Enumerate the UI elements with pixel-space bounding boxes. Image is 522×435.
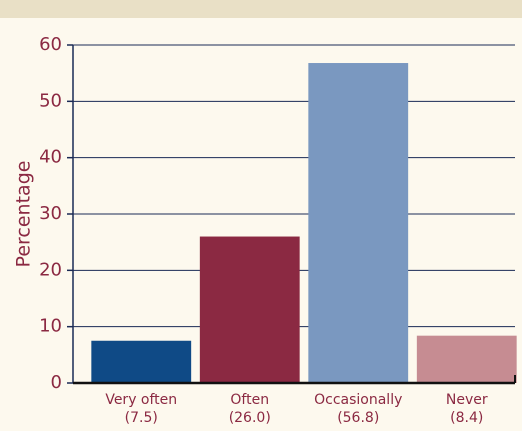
x-tick-label: Often [230,392,269,408]
value-label: (8.4) [450,410,483,426]
y-tick-label: 50 [39,90,62,111]
y-tick-label: 10 [39,316,62,337]
top-band [0,0,522,18]
value-label: (56.8) [337,410,379,426]
x-tick-label: Never [446,392,488,408]
x-tick-label: Occasionally [314,392,402,408]
bar [308,63,409,383]
bar [91,340,192,383]
y-tick-label: 60 [39,34,62,55]
y-tick-label: 20 [39,259,62,280]
bar [416,335,517,383]
y-tick-label: 0 [51,372,62,393]
x-tick-label: Very often [105,392,177,408]
bar [199,236,300,383]
y-axis-label: Percentage [13,161,35,268]
value-label: (26.0) [229,410,271,426]
y-tick-label: 30 [39,203,62,224]
y-tick-label: 40 [39,147,62,168]
value-label: (7.5) [125,410,158,426]
